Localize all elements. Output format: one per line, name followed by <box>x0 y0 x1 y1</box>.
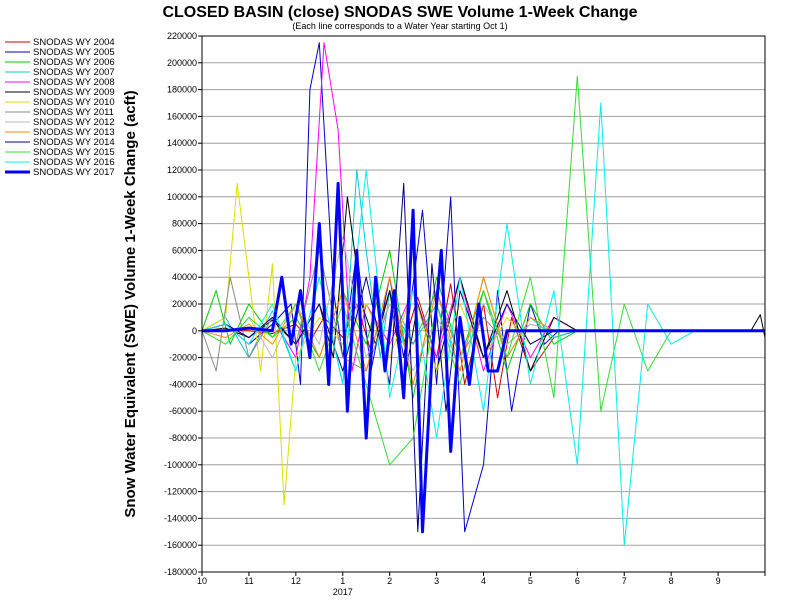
y-tick-label: -80000 <box>169 433 197 443</box>
y-tick-label: 160000 <box>167 111 197 121</box>
y-tick-label: -120000 <box>164 487 197 497</box>
legend-entry-label: SNODAS WY 2009 <box>33 87 115 98</box>
x-tick-label: 6 <box>575 576 580 586</box>
legend-entry-label: SNODAS WY 2004 <box>33 37 115 48</box>
y-tick-label: 200000 <box>167 58 197 68</box>
y-tick-label: 0 <box>192 326 197 336</box>
plot-area <box>202 42 765 546</box>
legend-entry-label: SNODAS WY 2012 <box>33 117 115 128</box>
x-tick-label: 3 <box>434 576 439 586</box>
y-tick-label: -180000 <box>164 567 197 577</box>
x-tick-label: 9 <box>716 576 721 586</box>
y-tick-label: -60000 <box>169 406 197 416</box>
y-tick-label: -40000 <box>169 379 197 389</box>
legend-entry-label: SNODAS WY 2016 <box>33 157 115 168</box>
y-tick-label: -160000 <box>164 540 197 550</box>
legend-entry-label: SNODAS WY 2017 <box>33 167 115 178</box>
y-tick-label: 100000 <box>167 192 197 202</box>
legend-entry-label: SNODAS WY 2008 <box>33 77 115 88</box>
series-line-snodas-wy-2017 <box>202 181 765 534</box>
y-tick-label: -140000 <box>164 513 197 523</box>
y-tick-label: 220000 <box>167 31 197 41</box>
chart-subtitle: (Each line corresponds to a Water Year s… <box>292 21 507 31</box>
legend-entry-label: SNODAS WY 2014 <box>33 137 115 148</box>
x-tick-label: 8 <box>669 576 674 586</box>
x-tick-label: 2 <box>387 576 392 586</box>
legend-entry-label: SNODAS WY 2011 <box>33 107 114 118</box>
x-tick-label: 5 <box>528 576 533 586</box>
legend-entry-label: SNODAS WY 2005 <box>33 47 115 58</box>
y-axis-label: Snow Water Equivalent (SWE) Volume 1-Wee… <box>122 90 139 517</box>
x-axis-year-label: 2017 <box>333 587 353 597</box>
legend-entry-label: SNODAS WY 2007 <box>33 67 115 78</box>
series-line-snodas-wy-2015 <box>202 75 765 466</box>
x-axis: 10 11 12 1 2 3 4 5 6 7 8 9 <box>197 572 766 586</box>
y-axis: -180000 -160000 -140000 -120000 -100000 -8000… <box>164 31 202 577</box>
x-tick-label: 4 <box>481 576 486 586</box>
x-tick-label: 7 <box>622 576 627 586</box>
x-tick-label: 12 <box>291 576 301 586</box>
y-tick-label: -20000 <box>169 353 197 363</box>
legend-entry-label: SNODAS WY 2013 <box>33 127 115 138</box>
y-tick-label: 120000 <box>167 165 197 175</box>
chart-title: CLOSED BASIN (close) SNODAS SWE Volume 1… <box>162 4 637 21</box>
plot-frame <box>201 35 766 573</box>
x-tick-label: 11 <box>244 576 253 586</box>
y-tick-label: 60000 <box>172 245 197 255</box>
legend-entry-label: SNODAS WY 2010 <box>33 97 115 108</box>
legend-entry-label: SNODAS WY 2015 <box>33 147 115 158</box>
x-tick-label: 1 <box>340 576 345 586</box>
legend-entry-label: SNODAS WY 2006 <box>33 57 115 68</box>
y-tick-label: 140000 <box>167 138 197 148</box>
y-tick-label: 40000 <box>172 272 197 282</box>
series-line-snodas-wy-2016 <box>202 102 765 546</box>
y-tick-label: 80000 <box>172 219 197 229</box>
x-tick-label: 10 <box>197 576 207 586</box>
y-tick-label: -100000 <box>164 460 197 470</box>
y-tick-label: 180000 <box>167 85 197 95</box>
y-tick-label: 20000 <box>172 299 197 309</box>
